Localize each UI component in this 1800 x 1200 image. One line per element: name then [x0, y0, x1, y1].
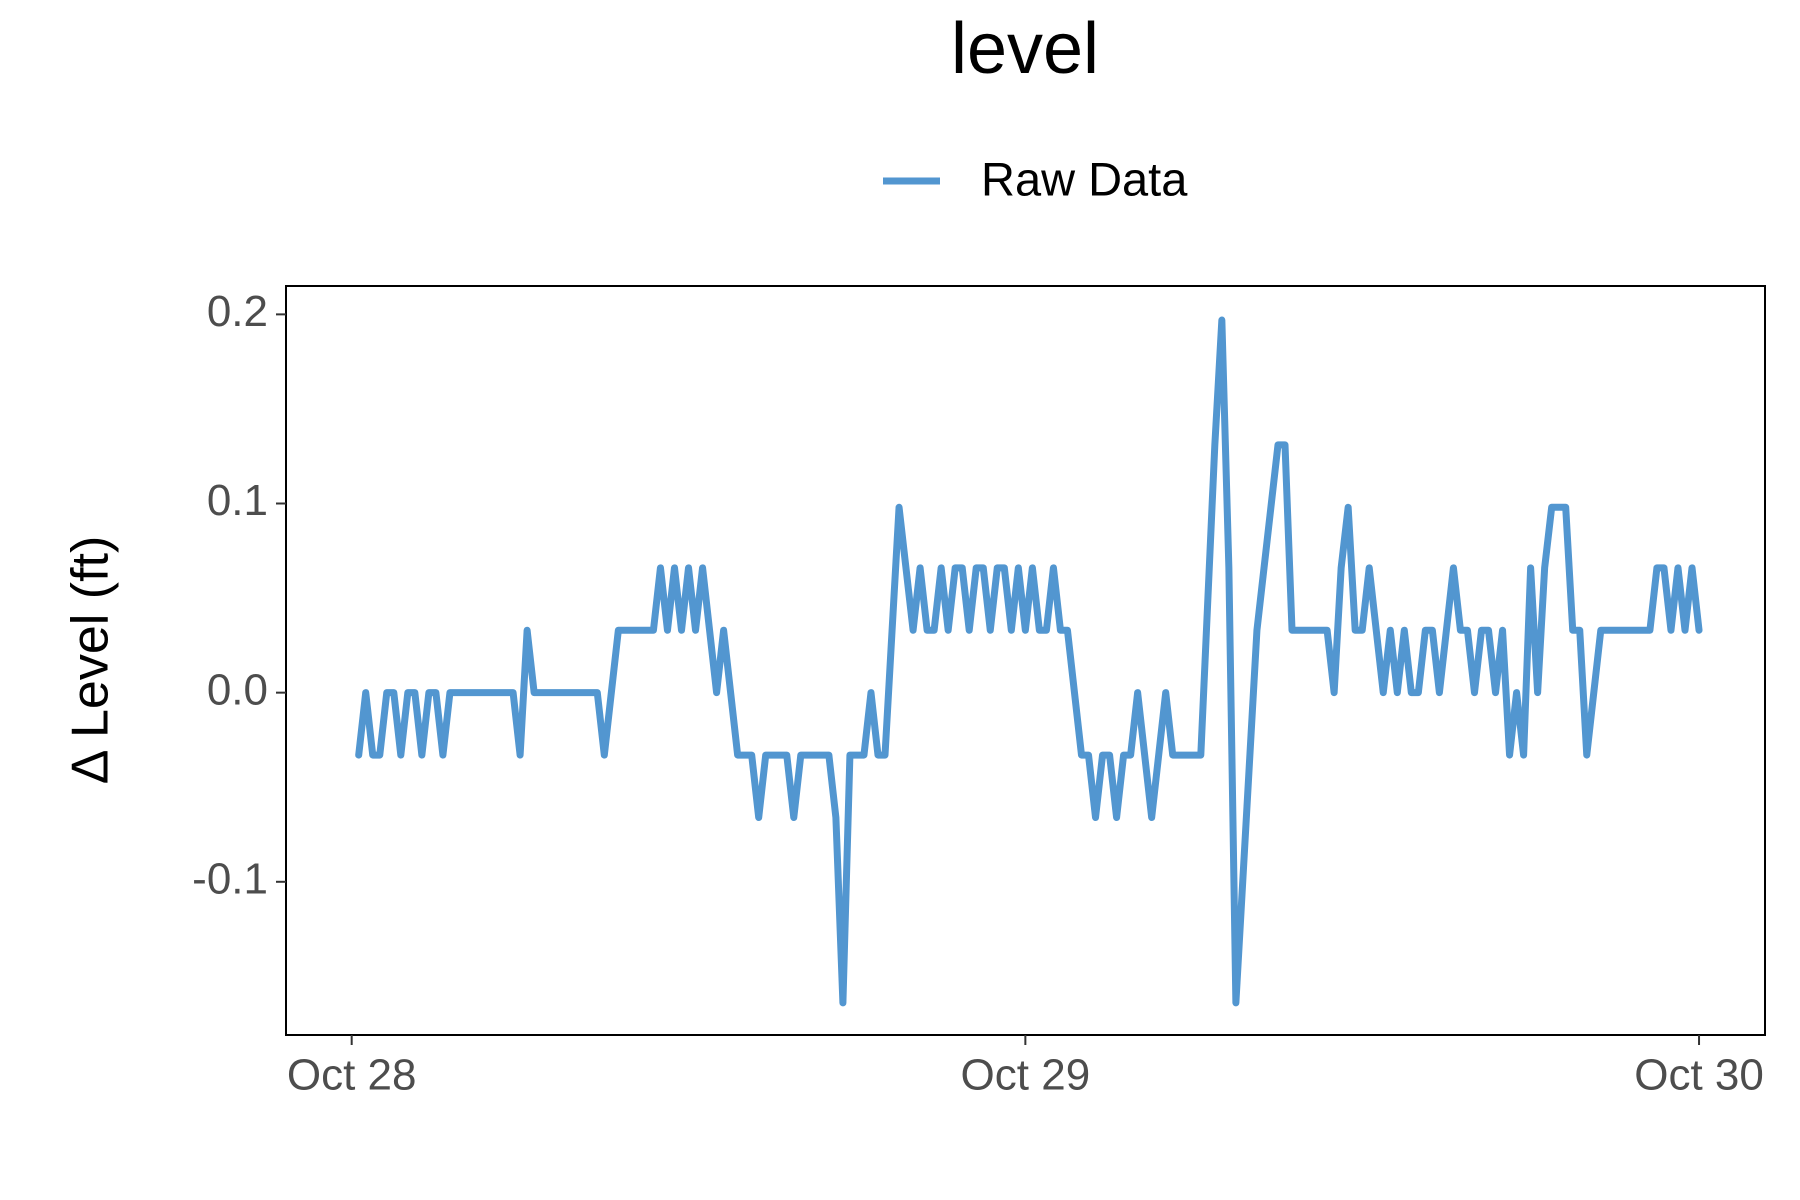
- legend-label: Raw Data: [981, 152, 1188, 205]
- y-tick-label: -0.1: [192, 854, 268, 903]
- x-tick-label: Oct 30: [1634, 1051, 1764, 1100]
- x-tick-label: Oct 29: [961, 1051, 1091, 1100]
- data-line: [355, 316, 1703, 1007]
- y-tick-label: 0.2: [207, 287, 268, 336]
- x-tick-label: Oct 28: [287, 1051, 417, 1100]
- y-axis-label: Δ Level (ft): [62, 536, 120, 785]
- y-tick-label: 0.1: [207, 476, 268, 525]
- plot-frame: [285, 285, 1766, 1036]
- y-tick-label: 0.0: [207, 665, 268, 714]
- chart-title: level: [951, 9, 1099, 89]
